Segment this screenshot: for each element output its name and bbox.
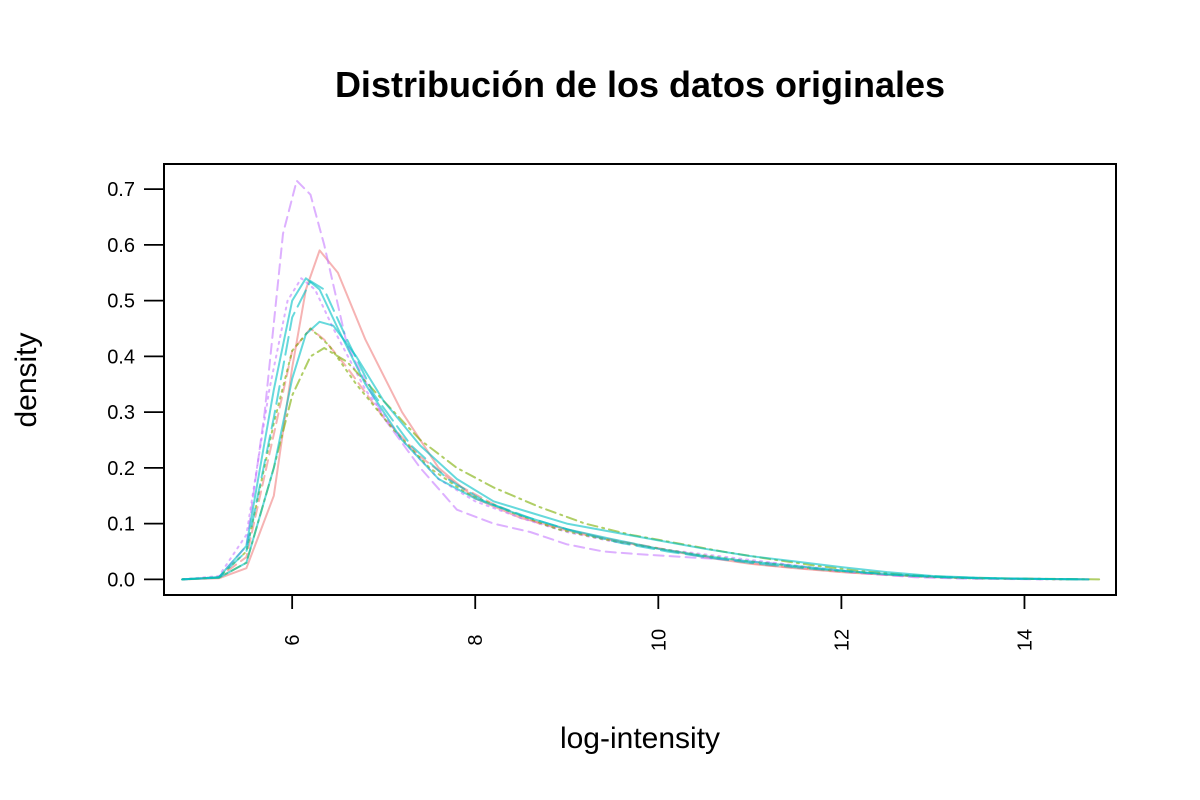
- x-axis-label: log-intensity: [560, 722, 720, 755]
- series-line-1: [181, 249, 1090, 581]
- y-tick-label: 0.3: [107, 402, 135, 424]
- plot-frame: [163, 163, 1117, 596]
- series-line-4: [181, 277, 1063, 581]
- y-tick-label: 0.5: [107, 291, 135, 313]
- y-tick-label: 0.4: [107, 346, 135, 368]
- y-axis-label: density: [10, 332, 43, 427]
- x-tick-label: 14: [1014, 629, 1036, 651]
- y-tick-label: 0.1: [107, 514, 135, 536]
- series-layer: [181, 179, 1104, 581]
- series-line-2: [181, 327, 1090, 581]
- y-tick-label: 0.7: [107, 179, 135, 201]
- chart-title: Distribución de los datos originales: [335, 64, 945, 105]
- y-axis: 0.0 0.1 0.2 0.3 0.4 0.5 0.6 0.7: [107, 179, 165, 591]
- y-tick-label: 0.2: [107, 458, 135, 480]
- series-line-8: [181, 320, 1090, 581]
- x-axis: 6 8 10 12 14: [282, 594, 1036, 651]
- y-tick-label: 0.6: [107, 235, 135, 257]
- y-tick-label: 0.0: [107, 569, 135, 591]
- series-line-9: [181, 280, 1081, 581]
- x-tick-label: 6: [282, 634, 304, 645]
- x-tick-label: 8: [465, 634, 487, 645]
- x-tick-label: 10: [648, 629, 670, 651]
- series-line-3: [181, 179, 1044, 581]
- x-tick-label: 12: [831, 629, 853, 651]
